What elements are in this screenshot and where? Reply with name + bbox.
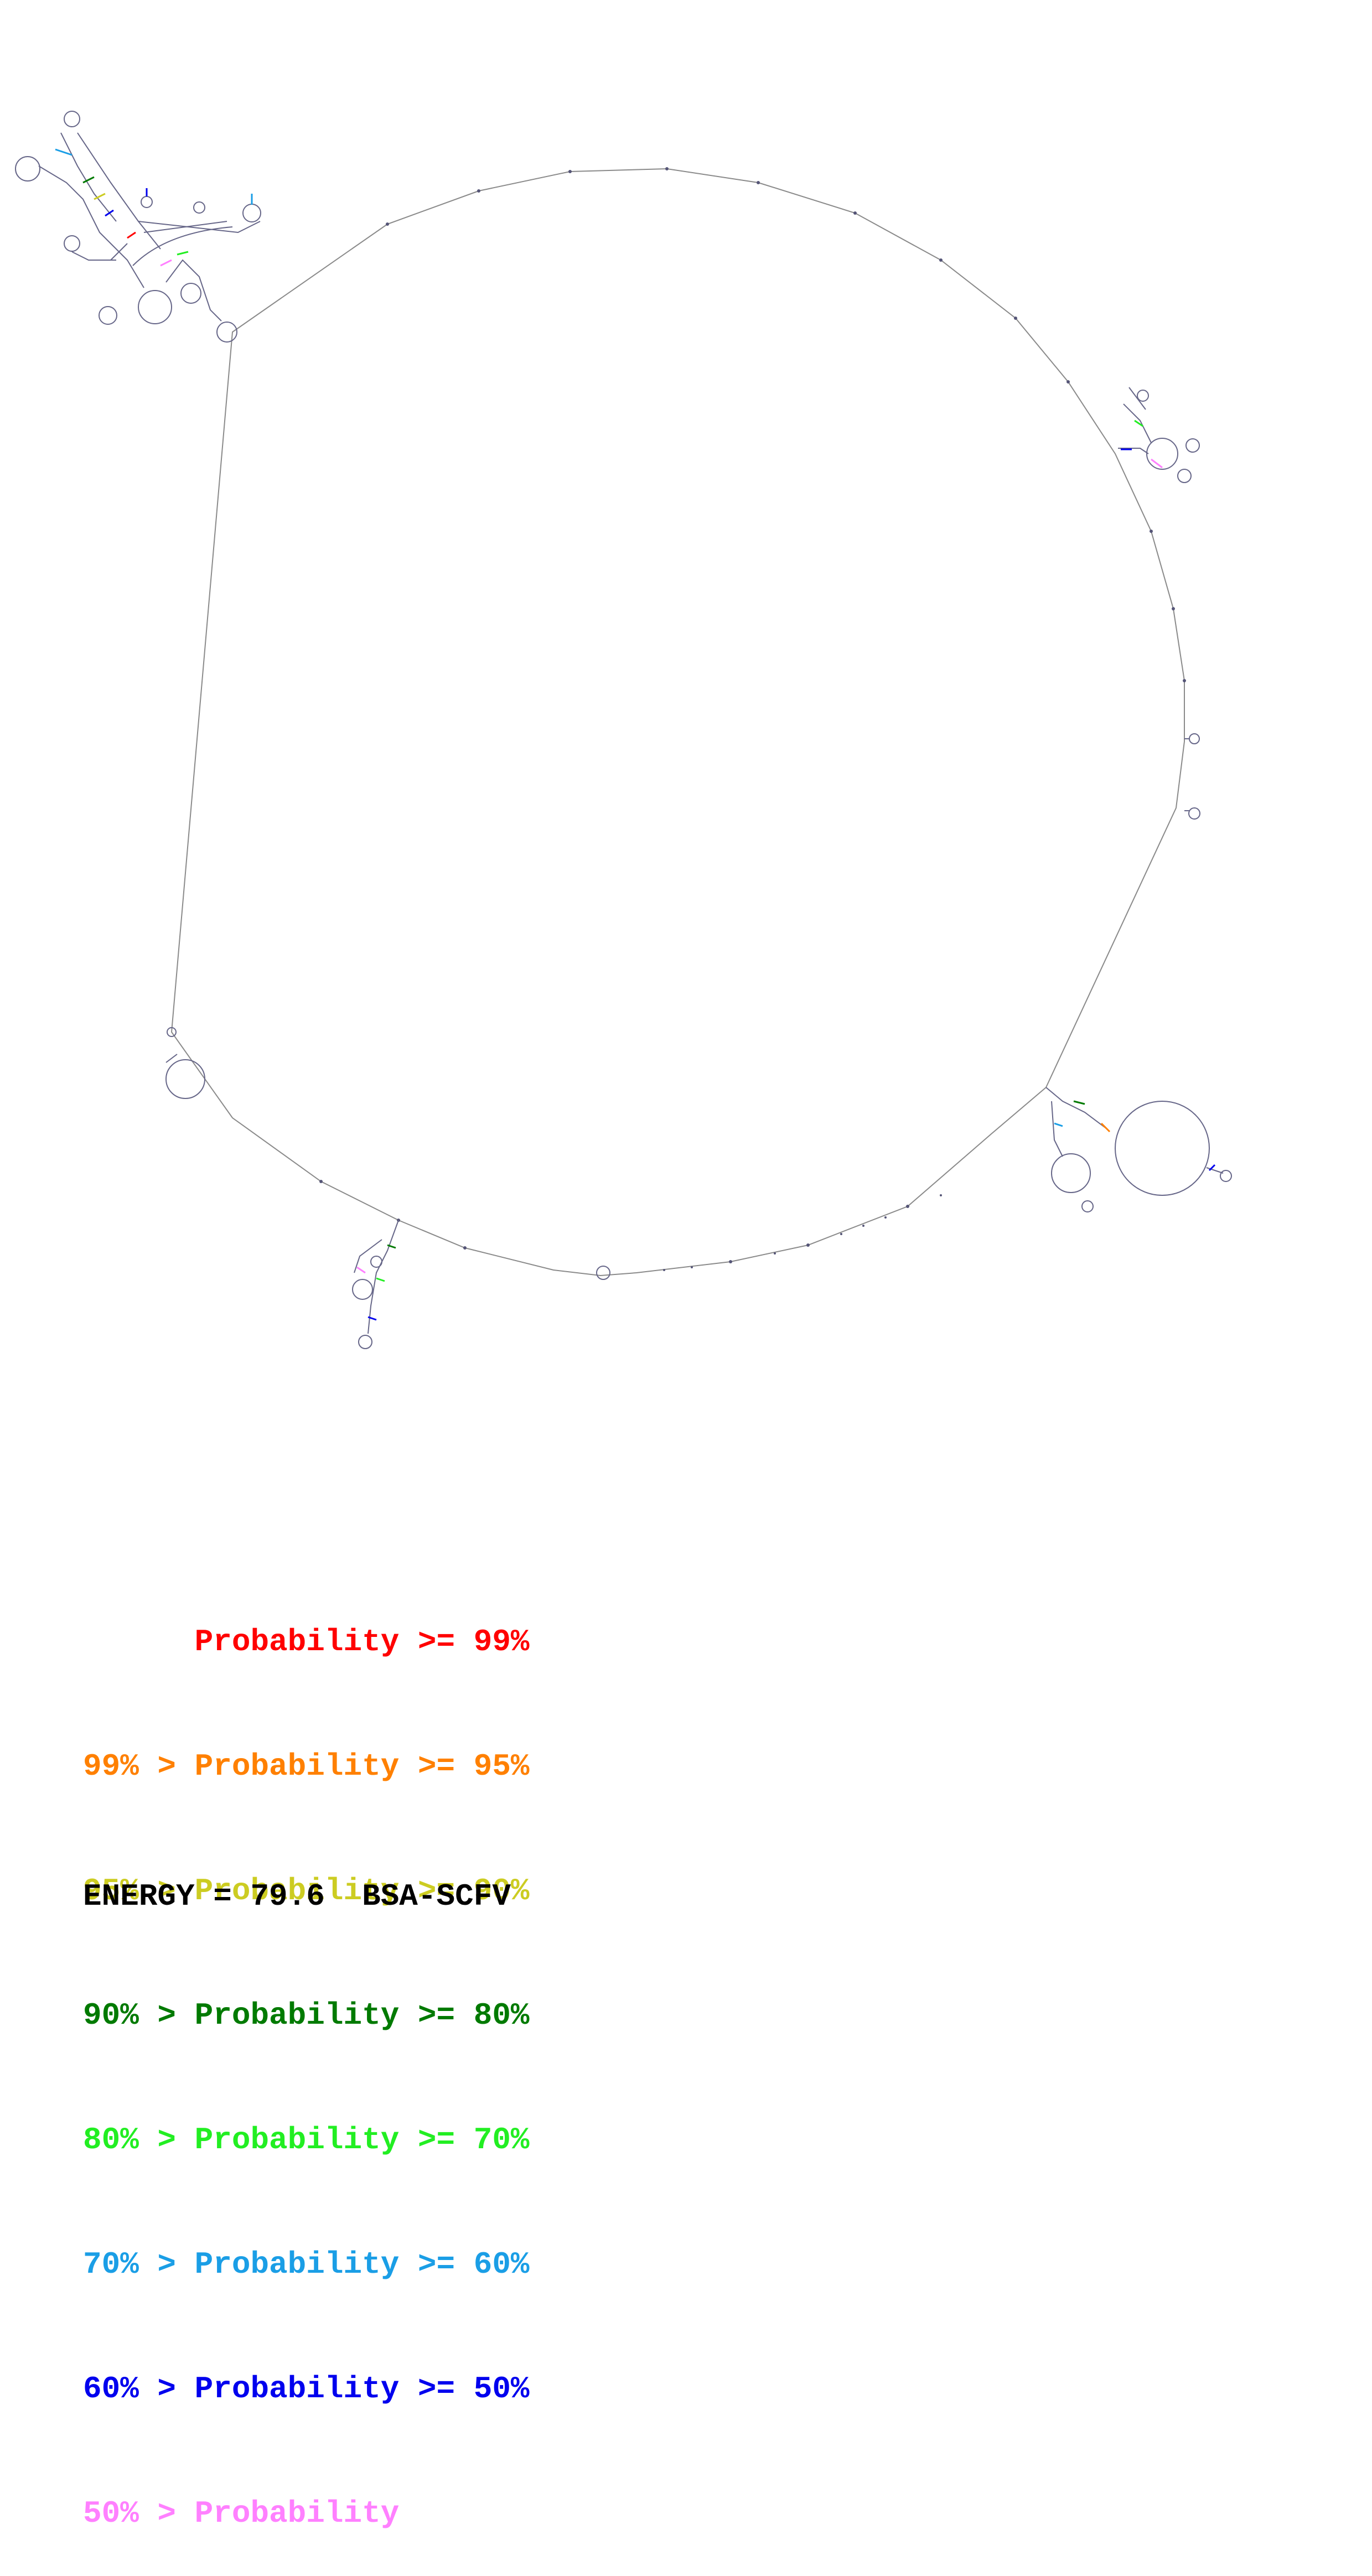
legend-entry: 95% > Probability >= 90% xyxy=(83,1873,530,1909)
cluster-top-left xyxy=(15,111,261,343)
legend-entry: 60% > Probability >= 50% xyxy=(83,2371,530,2407)
cluster-right-upper-pairs xyxy=(1121,419,1163,469)
cluster-bottom-right-pairs xyxy=(1054,1100,1216,1172)
energy-value: 79.6 xyxy=(250,1879,325,1914)
legend-entry: 70% > Probability >= 60% xyxy=(83,2247,530,2282)
cluster-bottom-pairs xyxy=(356,1244,396,1321)
rna-secondary-structure xyxy=(15,111,1232,1349)
cluster-right-upper xyxy=(1118,387,1200,483)
energy-caption: ENERGY = 79.6 BSA-SCFV xyxy=(83,1879,511,1914)
legend-entry: 90% > Probability >= 80% xyxy=(83,1998,530,2033)
energy-label: ENERGY = xyxy=(83,1879,232,1914)
cluster-left-lower xyxy=(165,1027,205,1099)
structure-name: BSA-SCFV xyxy=(362,1879,511,1914)
cluster-bottom-right xyxy=(1045,1087,1232,1212)
legend-entry: 80% > Probability >= 70% xyxy=(83,2122,530,2158)
legend-entry: Probability >= 99% xyxy=(83,1624,530,1660)
cluster-bottom xyxy=(352,1220,610,1349)
backbone-dots xyxy=(319,167,1186,1271)
probability-legend: Probability >= 99% 99% > Probability >= … xyxy=(83,1538,530,2576)
cluster-top-left-pairs xyxy=(55,148,253,267)
backbone-main-loop xyxy=(170,168,1185,1277)
cluster-right-middle xyxy=(1184,733,1200,820)
legend-entry: 99% > Probability >= 95% xyxy=(83,1749,530,1784)
legend-entry: 50% > Probability xyxy=(83,2496,400,2531)
